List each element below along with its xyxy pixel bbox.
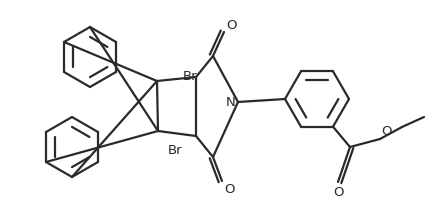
Text: N: N: [225, 96, 235, 109]
Text: Br: Br: [168, 144, 183, 157]
Text: O: O: [333, 185, 343, 198]
Text: O: O: [224, 182, 234, 195]
Text: O: O: [381, 124, 391, 137]
Text: Br: Br: [183, 70, 198, 83]
Text: O: O: [226, 19, 237, 32]
